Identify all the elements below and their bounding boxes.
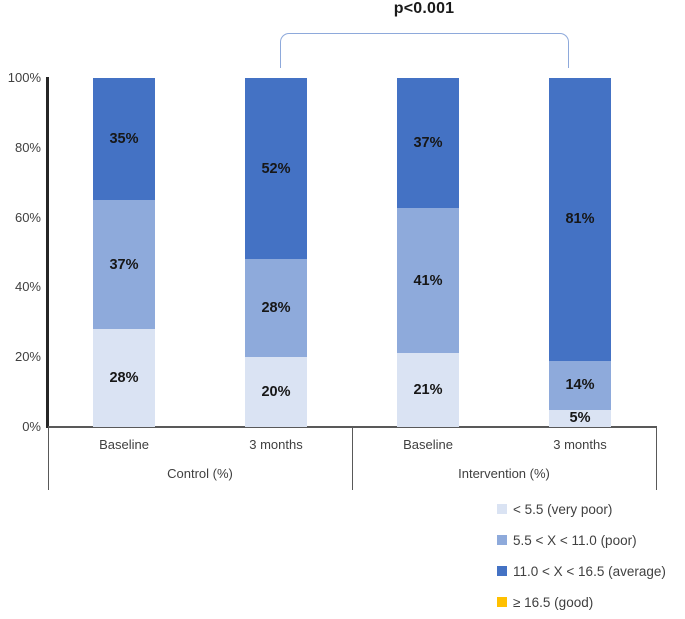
legend-item: 11.0 < X < 16.5 (average) — [497, 563, 666, 579]
bar-segment: 28% — [245, 259, 307, 358]
legend-item: ≥ 16.5 (good) — [497, 594, 666, 610]
legend: < 5.5 (very poor) 5.5 < X < 11.0 (poor) 11… — [497, 502, 666, 619]
significance-bracket — [280, 33, 569, 68]
segment-value-label: 52% — [261, 160, 291, 177]
bar-segment: 35% — [93, 78, 155, 201]
legend-label: ≥ 16.5 (good) — [513, 594, 594, 610]
category-label-control-baseline: Baseline — [99, 437, 149, 452]
stacked-bar: 37% 41% 21% — [397, 78, 459, 427]
category-axis-divider-right — [656, 427, 657, 490]
y-tick-label: 60% — [14, 209, 41, 225]
segment-value-label: 41% — [413, 272, 443, 289]
group-label-intervention: Intervention (%) — [458, 466, 550, 481]
legend-item: < 5.5 (very poor) — [497, 501, 666, 517]
y-tick-label: 0% — [22, 419, 41, 434]
bar-segment: 5% — [549, 409, 611, 427]
segment-value-label: 21% — [413, 381, 443, 398]
p-value-annotation: p<0.001 — [393, 0, 455, 17]
bar-segment: 37% — [93, 200, 155, 330]
stacked-bar: 52% 28% 20% — [245, 78, 307, 427]
segment-value-label: 28% — [261, 300, 291, 317]
segment-value-label: 5% — [569, 410, 591, 427]
stacked-bar: 35% 37% 28% — [93, 78, 155, 427]
group-label-control: Control (%) — [167, 466, 233, 481]
stacked-bar: 81% 14% 5% — [549, 78, 611, 427]
segment-value-label: 37% — [109, 256, 139, 273]
legend-item: 5.5 < X < 11.0 (poor) — [497, 532, 666, 548]
segment-value-label: 20% — [261, 384, 291, 401]
segment-value-label: 14% — [565, 377, 595, 394]
legend-label: < 5.5 (very poor) — [513, 501, 613, 517]
segment-value-label: 35% — [109, 131, 139, 148]
segment-value-label: 28% — [109, 370, 139, 387]
legend-swatch-icon — [497, 535, 507, 545]
legend-swatch-icon — [497, 504, 507, 514]
category-label-intervention-3months: 3 months — [553, 437, 607, 452]
bar-segment: 41% — [397, 208, 459, 353]
y-axis-line — [46, 77, 49, 428]
y-tick-label: 100% — [7, 70, 41, 85]
segment-value-label: 81% — [565, 211, 595, 228]
legend-swatch-icon — [497, 566, 507, 576]
bar-segment: 52% — [245, 78, 307, 260]
bar-segment: 28% — [93, 329, 155, 427]
bar-segment: 20% — [245, 357, 307, 427]
legend-label: 5.5 < X < 11.0 (poor) — [513, 532, 637, 548]
category-axis-divider-left — [48, 427, 49, 490]
y-tick-label: 20% — [14, 349, 41, 365]
bar-segment: 14% — [549, 360, 611, 410]
category-axis-divider-middle — [352, 427, 353, 490]
category-label-intervention-baseline: Baseline — [403, 437, 453, 452]
y-tick-label: 80% — [14, 139, 41, 155]
bar-segment: 37% — [397, 78, 459, 209]
bar-segment: 21% — [397, 352, 459, 427]
legend-label: 11.0 < X < 16.5 (average) — [513, 563, 666, 579]
segment-value-label: 37% — [413, 135, 443, 152]
y-tick-label: 40% — [14, 279, 41, 295]
legend-swatch-icon — [497, 597, 507, 607]
bar-segment: 81% — [549, 78, 611, 361]
category-label-control-3months: 3 months — [249, 437, 303, 452]
